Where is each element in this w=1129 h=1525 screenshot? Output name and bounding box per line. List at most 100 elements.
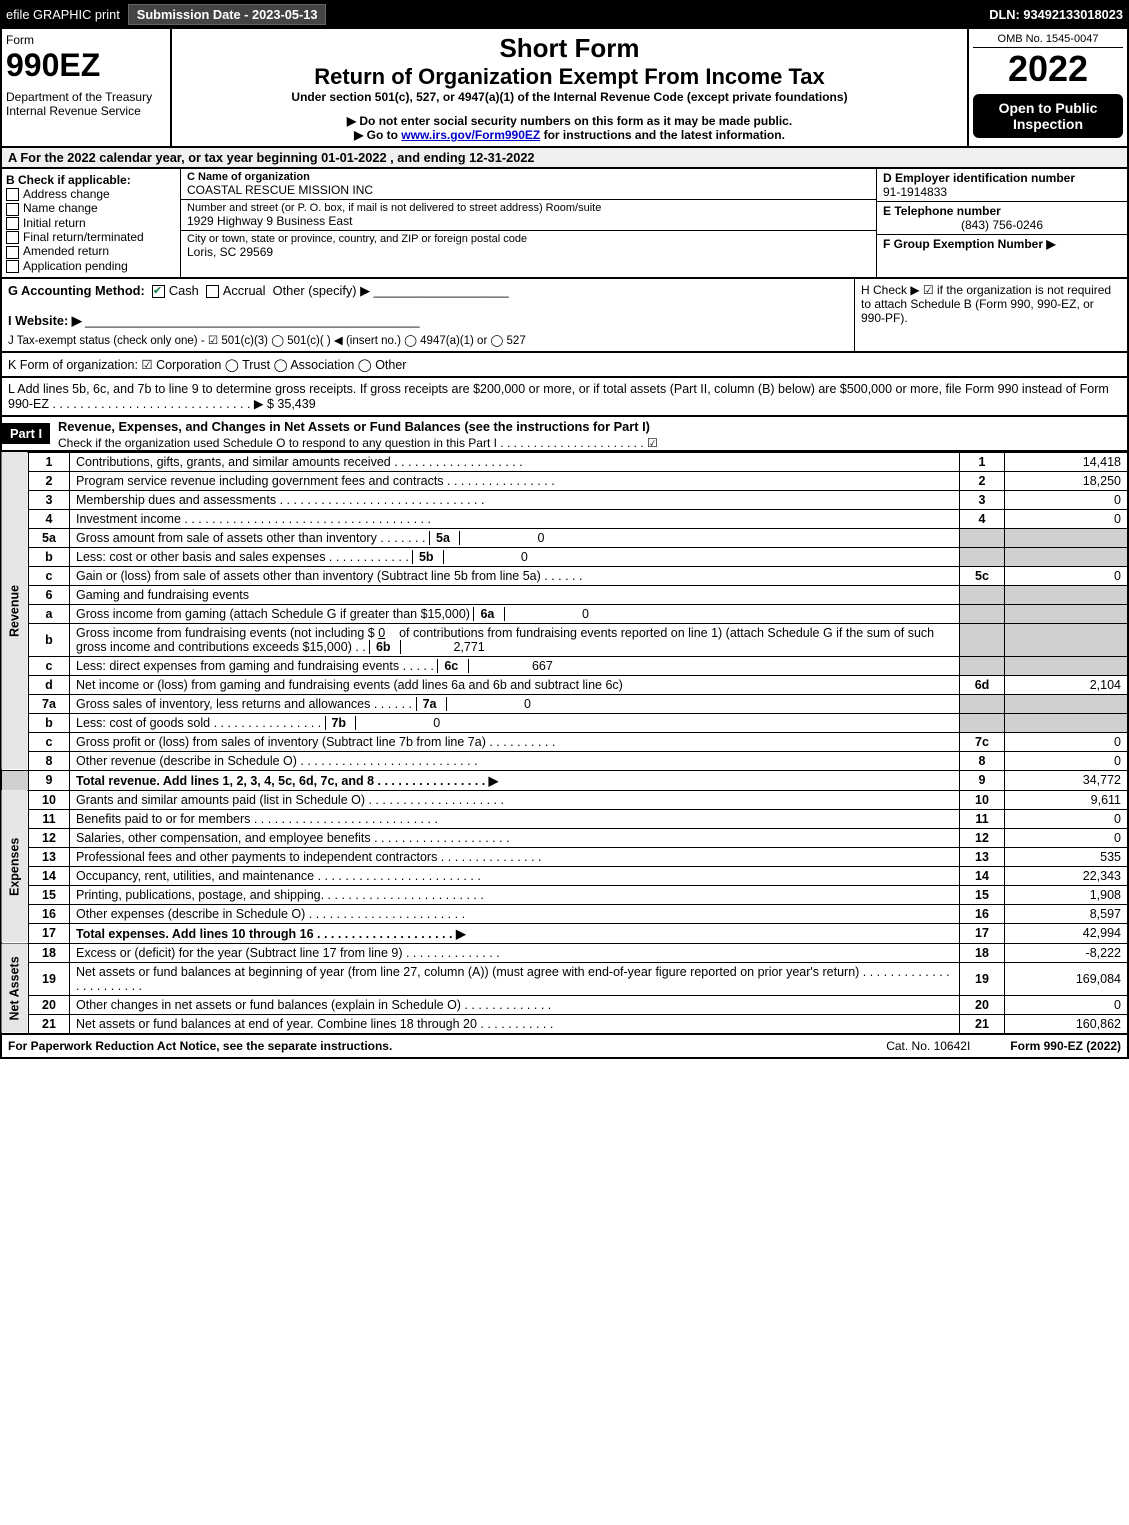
f-group-lbl: F Group Exemption Number ▶ — [883, 237, 1121, 251]
lbl-name: Name change — [23, 201, 98, 215]
l1-col: 1 — [960, 452, 1005, 471]
l7a-no: 7a — [29, 694, 70, 713]
lbl-accrual: Accrual — [223, 283, 266, 298]
l5b-subval: 0 — [443, 550, 532, 564]
l7b-text: Less: cost of goods sold . . . . . . . .… — [76, 716, 321, 730]
cb-final[interactable] — [6, 231, 19, 244]
netassets-vert: Net Assets — [1, 943, 29, 1034]
main-table: Revenue 1 Contributions, gifts, grants, … — [0, 452, 1129, 1035]
b-title: B Check if applicable: — [6, 173, 176, 187]
l1-desc: Contributions, gifts, grants, and simila… — [70, 452, 960, 471]
l7b-grey1 — [960, 713, 1005, 732]
l5c-desc: Gain or (loss) from sale of assets other… — [70, 566, 960, 585]
col-d: D Employer identification number 91-1914… — [876, 169, 1127, 277]
l6c-desc: Less: direct expenses from gaming and fu… — [70, 656, 960, 675]
l5c-val: 0 — [1005, 566, 1129, 585]
l6a-sub: 6a — [473, 607, 500, 621]
l21-no: 21 — [29, 1014, 70, 1034]
l18-col: 18 — [960, 943, 1005, 962]
l5a-subval: 0 — [459, 531, 548, 545]
l17-no: 17 — [29, 923, 70, 943]
l17-text: Total expenses. Add lines 10 through 16 … — [76, 927, 466, 941]
l4-desc: Investment income . . . . . . . . . . . … — [70, 509, 960, 528]
l5b-desc: Less: cost or other basis and sales expe… — [70, 547, 960, 566]
l12-val: 0 — [1005, 828, 1129, 847]
l14-col: 14 — [960, 866, 1005, 885]
l4-col: 4 — [960, 509, 1005, 528]
irs-link[interactable]: www.irs.gov/Form990EZ — [401, 128, 540, 142]
l16-col: 16 — [960, 904, 1005, 923]
submission-date-button[interactable]: Submission Date - 2023-05-13 — [128, 4, 327, 25]
part1-check: Check if the organization used Schedule … — [50, 436, 1127, 450]
l12-no: 12 — [29, 828, 70, 847]
cb-accrual[interactable] — [206, 285, 219, 298]
l16-no: 16 — [29, 904, 70, 923]
note-ssn: ▶ Do not enter social security numbers o… — [176, 114, 963, 128]
l19-val: 169,084 — [1005, 962, 1129, 995]
c-name-lbl: C Name of organization — [187, 171, 870, 183]
l3-val: 0 — [1005, 490, 1129, 509]
l6c-no: c — [29, 656, 70, 675]
l5b-grey2 — [1005, 547, 1129, 566]
l5a-no: 5a — [29, 528, 70, 547]
col-b: B Check if applicable: Address change Na… — [2, 169, 181, 277]
l9-desc: Total revenue. Add lines 1, 2, 3, 4, 5c,… — [70, 770, 960, 790]
l17-col: 17 — [960, 923, 1005, 943]
lbl-initial: Initial return — [23, 216, 86, 230]
l1-val: 14,418 — [1005, 452, 1129, 471]
col-c: C Name of organization COASTAL RESCUE MI… — [181, 169, 876, 277]
l8-col: 8 — [960, 751, 1005, 770]
lbl-cash: Cash — [169, 283, 199, 298]
l7c-val: 0 — [1005, 732, 1129, 751]
part1-header: Part I Revenue, Expenses, and Changes in… — [0, 417, 1129, 452]
l6b-text1: Gross income from fundraising events (no… — [76, 626, 375, 640]
l6a-grey1 — [960, 604, 1005, 623]
l21-val: 160,862 — [1005, 1014, 1129, 1034]
l1-no: 1 — [29, 452, 70, 471]
org-name: COASTAL RESCUE MISSION INC — [187, 183, 870, 197]
l10-desc: Grants and similar amounts paid (list in… — [70, 790, 960, 809]
cb-amended[interactable] — [6, 246, 19, 259]
cb-pending[interactable] — [6, 260, 19, 273]
section-k: K Form of organization: ☑ Corporation ◯ … — [0, 353, 1129, 378]
tax-year: 2022 — [973, 48, 1123, 90]
l6b-desc: Gross income from fundraising events (no… — [70, 623, 960, 656]
l7b-subval: 0 — [355, 716, 444, 730]
l7a-subval: 0 — [446, 697, 535, 711]
l5b-sub: 5b — [412, 550, 439, 564]
l3-desc: Membership dues and assessments . . . . … — [70, 490, 960, 509]
l15-no: 15 — [29, 885, 70, 904]
cb-name[interactable] — [6, 203, 19, 216]
form-code: 990EZ — [6, 47, 166, 84]
subtitle: Under section 501(c), 527, or 4947(a)(1)… — [176, 90, 963, 104]
cb-cash[interactable] — [152, 285, 165, 298]
part1-label: Part I — [2, 423, 50, 444]
l14-val: 22,343 — [1005, 866, 1129, 885]
efile-label: efile GRAPHIC print — [6, 7, 120, 22]
l2-desc: Program service revenue including govern… — [70, 471, 960, 490]
l17-desc: Total expenses. Add lines 10 through 16 … — [70, 923, 960, 943]
cb-initial[interactable] — [6, 217, 19, 230]
l8-no: 8 — [29, 751, 70, 770]
l6b-subval: 2,771 — [400, 640, 489, 654]
section-g: G Accounting Method: Cash Accrual Other … — [2, 279, 854, 351]
l6a-no: a — [29, 604, 70, 623]
l16-val: 8,597 — [1005, 904, 1129, 923]
l6-no: 6 — [29, 585, 70, 604]
l-text: L Add lines 5b, 6c, and 7b to line 9 to … — [8, 382, 1109, 411]
l11-col: 11 — [960, 809, 1005, 828]
lbl-final: Final return/terminated — [23, 230, 144, 244]
l7b-no: b — [29, 713, 70, 732]
l10-col: 10 — [960, 790, 1005, 809]
lbl-address: Address change — [23, 187, 110, 201]
l7a-desc: Gross sales of inventory, less returns a… — [70, 694, 960, 713]
l17-val: 42,994 — [1005, 923, 1129, 943]
main-title: Return of Organization Exempt From Incom… — [176, 64, 963, 90]
lbl-amended: Amended return — [23, 244, 109, 258]
l11-no: 11 — [29, 809, 70, 828]
cb-address[interactable] — [6, 188, 19, 201]
l5a-desc: Gross amount from sale of assets other t… — [70, 528, 960, 547]
l6a-grey2 — [1005, 604, 1129, 623]
header-right: OMB No. 1545-0047 2022 Open to Public In… — [967, 29, 1127, 146]
l6b-no: b — [29, 623, 70, 656]
